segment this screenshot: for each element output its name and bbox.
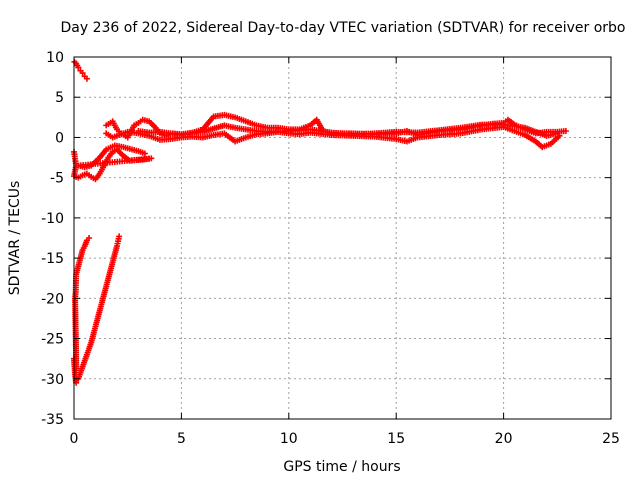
series-steep-left [71, 235, 93, 386]
x-tick-label: 15 [387, 431, 405, 447]
series-trace-3 [135, 121, 561, 139]
data-point [86, 235, 93, 241]
series-early-low [71, 142, 155, 183]
data-point [83, 75, 90, 82]
y-tick-label: 5 [55, 90, 64, 106]
data-point [554, 130, 561, 137]
plot-frame [73, 56, 612, 420]
x-tick-label: 5 [177, 431, 186, 447]
x-tick-label: 0 [70, 431, 79, 447]
data-point [141, 150, 148, 157]
y-tick-label: -20 [41, 291, 64, 307]
y-axis-label: SDTVAR / TECUs [7, 181, 23, 296]
y-tick-label: -15 [41, 251, 64, 267]
x-axis-label: GPS time / hours [283, 459, 400, 475]
x-tick-label: 20 [495, 431, 513, 447]
y-tick-label: 10 [46, 50, 64, 66]
y-tick-label: -10 [41, 211, 64, 227]
x-tick-label: 25 [602, 431, 620, 447]
y-tick-label: -5 [50, 171, 64, 187]
grid [74, 57, 611, 419]
data-point [75, 64, 82, 71]
data-point [562, 128, 569, 135]
chart-title: Day 236 of 2022, Sidereal Day-to-day VTE… [61, 20, 626, 36]
series-trace-2 [103, 123, 563, 151]
data-point [79, 70, 86, 77]
y-tick-label: -25 [41, 332, 64, 348]
y-tick-label: 0 [55, 130, 64, 146]
y-tick-label: -30 [41, 372, 64, 388]
data-point [116, 233, 123, 240]
series-steep-right [75, 233, 123, 382]
y-tick-label: -35 [41, 412, 64, 428]
x-tick-label: 10 [280, 431, 298, 447]
axis-ticks: 0 5 10 15 20 25 -35 -30 -25 -20 -15 -10 -5 0 5 10 [41, 50, 620, 447]
data-points [71, 58, 569, 386]
